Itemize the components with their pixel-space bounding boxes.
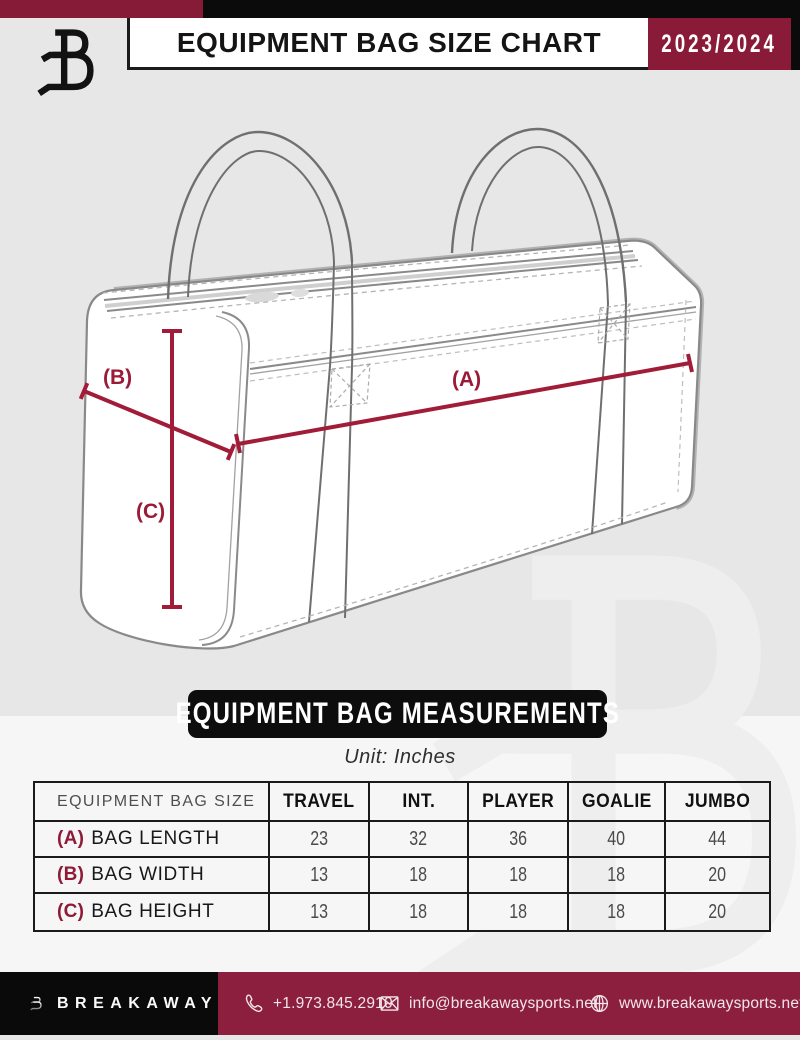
cell-length-travel: 23 [270, 822, 370, 858]
footer-email-text: info@breakawaysports.net [409, 994, 598, 1012]
cell-width-goalie: 18 [569, 858, 666, 894]
footer-website: www.breakawaysports.net [589, 972, 800, 1035]
cell-length-int: 32 [370, 822, 469, 858]
cell-height-goalie: 18 [569, 894, 666, 930]
cell-width-int: 18 [370, 858, 469, 894]
season-label: 2023/2024 [661, 29, 778, 58]
top-strip-black [203, 0, 800, 18]
table-header-goalie: GOALIE [569, 783, 666, 822]
cell-height-int: 18 [370, 894, 469, 930]
watermark-b-logo [400, 520, 800, 1040]
cell-height-travel: 13 [270, 894, 370, 930]
table-header-jumbo: JUMBO [666, 783, 769, 822]
season-badge: 2023/2024 [648, 18, 791, 70]
footer-phone-text: +1.973.845.2910 [273, 994, 393, 1012]
cell-length-player: 36 [469, 822, 569, 858]
size-chart-table: EQUIPMENT BAG SIZE TRAVEL INT. PLAYER GO… [33, 781, 771, 932]
measurements-banner-title: EQUIPMENT BAG MEASUREMENTS [175, 697, 620, 730]
table-header-player: PLAYER [469, 783, 569, 822]
row-label-bag-width: (B) BAG WIDTH [35, 858, 270, 894]
dimension-label-a: (A) [452, 368, 482, 391]
row-label-bag-length: (A) BAG LENGTH [35, 822, 270, 858]
dimension-label-b: (B) [103, 366, 133, 389]
row-label-bag-height: (C) BAG HEIGHT [35, 894, 270, 930]
phone-icon [245, 994, 263, 1013]
table-header-int: INT. [370, 783, 469, 822]
breakaway-b-logo-icon [36, 24, 100, 100]
table-header-size: EQUIPMENT BAG SIZE [35, 783, 270, 822]
cell-width-player: 18 [469, 858, 569, 894]
cell-height-player: 18 [469, 894, 569, 930]
brand-name: BREAKAWAY [56, 994, 218, 1012]
globe-icon [590, 994, 609, 1013]
top-strip-maroon [0, 0, 203, 18]
measurements-banner: EQUIPMENT BAG MEASUREMENTS [175, 690, 619, 738]
page-title: EQUIPMENT BAG SIZE CHART [176, 26, 602, 58]
dimension-label-c: (C) [136, 500, 166, 523]
header-title-bar: EQUIPMENT BAG SIZE CHART [127, 18, 648, 70]
unit-note: Unit: Inches [344, 746, 456, 768]
cell-length-jumbo: 44 [666, 822, 769, 858]
breakaway-b-logo-icon [30, 996, 42, 1011]
cell-width-jumbo: 20 [666, 858, 769, 894]
footer-website-text: www.breakawaysports.net [619, 994, 800, 1012]
cell-length-goalie: 40 [569, 822, 666, 858]
footer-brand-block: BREAKAWAY [0, 972, 218, 1035]
cell-height-jumbo: 20 [708, 900, 727, 923]
footer-phone: +1.973.845.2910 [243, 972, 393, 1035]
cell-width-travel: 13 [270, 858, 370, 894]
envelope-icon [380, 996, 399, 1011]
header-right-black-edge [791, 18, 800, 70]
table-header-travel: TRAVEL [270, 783, 370, 822]
footer-email: info@breakawaysports.net [379, 972, 598, 1035]
